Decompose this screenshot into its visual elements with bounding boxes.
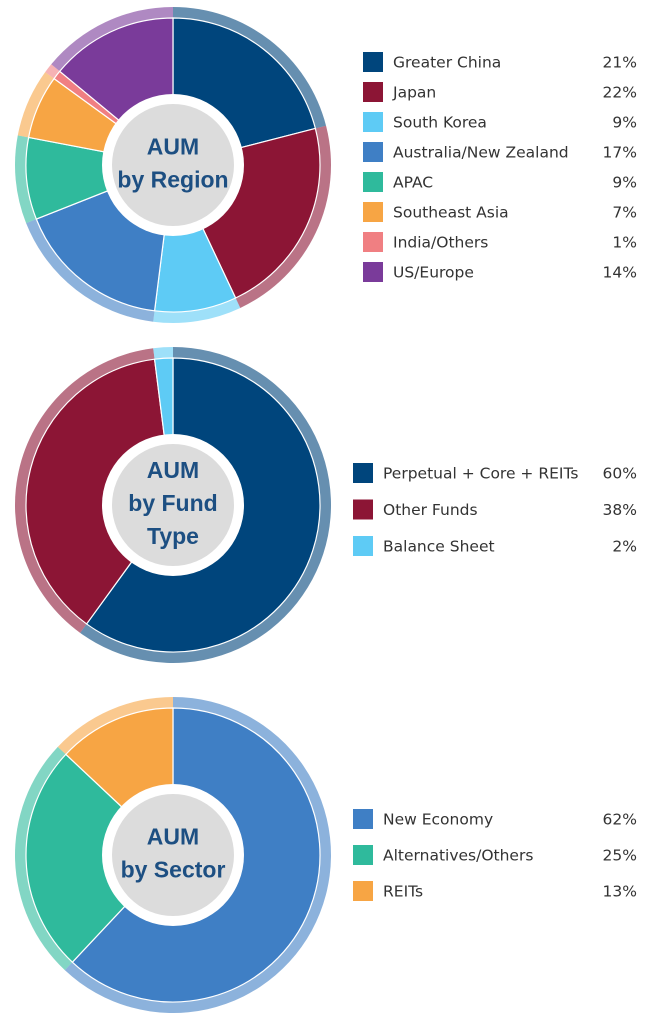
- legend-label: Alternatives/Others: [383, 847, 533, 865]
- legend-value: 21%: [603, 54, 637, 72]
- pie-segment: [25, 753, 174, 964]
- center-label: AUM: [147, 457, 199, 483]
- legend-swatch: [363, 142, 383, 162]
- legend-label: Balance Sheet: [383, 538, 495, 556]
- legend-swatch: [353, 881, 373, 901]
- legend-value: 38%: [603, 501, 637, 519]
- legend-swatch: [363, 262, 383, 282]
- legend-label: Perpetual + Core + REITs: [383, 465, 578, 483]
- legend-value: 1%: [612, 234, 637, 252]
- hole: [112, 444, 234, 566]
- legend-swatch: [353, 845, 373, 865]
- legend-swatch: [363, 172, 383, 192]
- pie-segment: [25, 136, 176, 220]
- legend-value: 17%: [603, 144, 637, 162]
- legend-label: Other Funds: [383, 501, 478, 519]
- legend-label: Southeast Asia: [393, 204, 509, 222]
- legend-swatch: [353, 536, 373, 556]
- legend-value: 13%: [603, 883, 637, 901]
- legend-swatch: [353, 499, 373, 520]
- legend-value: 7%: [612, 204, 637, 222]
- legend-value: 2%: [612, 538, 637, 556]
- legend-label: India/Others: [393, 234, 488, 252]
- legend-value: 9%: [612, 114, 637, 132]
- legend-label: US/Europe: [393, 264, 474, 282]
- center-label: Type: [147, 523, 199, 549]
- legend-label: Australia/New Zealand: [393, 144, 569, 162]
- legend-value: 25%: [603, 847, 637, 865]
- legend-value: 9%: [612, 174, 637, 192]
- pie-segment: [25, 358, 174, 625]
- legend-value: 14%: [603, 264, 637, 282]
- legend-swatch: [363, 52, 383, 72]
- legend-value: 62%: [603, 811, 637, 829]
- center-label: by Fund: [128, 490, 217, 516]
- hole: [112, 104, 234, 226]
- center-label: by Sector: [121, 857, 226, 883]
- legend-swatch: [363, 82, 383, 102]
- legend-label: REITs: [383, 883, 423, 901]
- legend-swatch: [363, 202, 383, 222]
- legend-label: Japan: [392, 84, 436, 102]
- legend-value: 22%: [603, 84, 637, 102]
- legend-swatch: [353, 463, 373, 483]
- legend-swatch: [353, 809, 373, 829]
- center-label: AUM: [147, 824, 199, 850]
- legend-label: Greater China: [393, 54, 501, 72]
- legend-value: 60%: [603, 465, 637, 483]
- legend-label: New Economy: [383, 811, 493, 829]
- legend-label: South Korea: [393, 114, 487, 132]
- center-label: by Region: [117, 167, 228, 193]
- legend-swatch: [363, 112, 383, 132]
- legend-label: APAC: [393, 174, 433, 192]
- center-label: AUM: [147, 134, 199, 160]
- hole: [112, 794, 234, 916]
- legend-swatch: [363, 232, 383, 252]
